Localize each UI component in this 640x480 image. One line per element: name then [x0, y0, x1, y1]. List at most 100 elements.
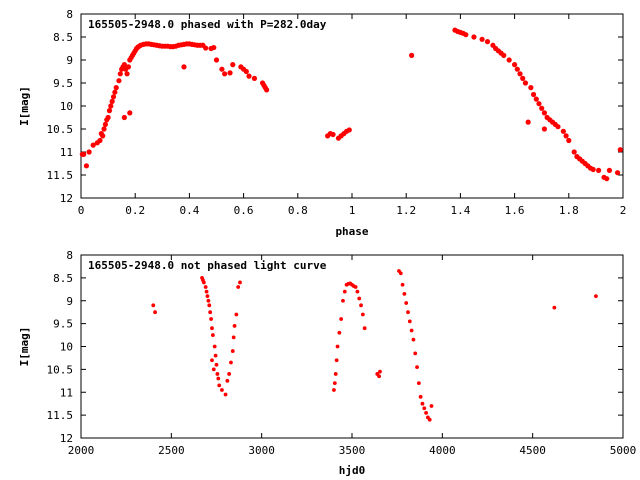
- y-tick-label: 9: [66, 54, 73, 67]
- x-tick-label: 1.4: [450, 204, 470, 217]
- data-point: [229, 360, 233, 365]
- data-point: [506, 57, 512, 63]
- data-point: [594, 294, 598, 299]
- x-tick-label: 3500: [339, 444, 366, 457]
- data-point: [520, 75, 526, 81]
- data-point: [213, 57, 220, 63]
- data-point: [112, 89, 118, 95]
- data-point: [617, 147, 623, 153]
- chart-title: 165505-2948.0 phased with P=282.0day: [88, 18, 327, 31]
- data-point: [203, 45, 209, 51]
- data-point: [181, 64, 187, 70]
- data-point: [211, 367, 216, 372]
- x-axis-label: hjd0: [339, 464, 366, 477]
- y-tick-label: 10: [60, 100, 73, 113]
- data-point: [219, 66, 225, 72]
- data-point: [227, 70, 233, 76]
- data-point: [355, 289, 360, 294]
- data-point: [479, 36, 485, 42]
- data-point: [429, 404, 434, 408]
- x-tick-label: 2: [620, 204, 627, 217]
- data-point: [217, 383, 222, 388]
- data-point: [420, 401, 425, 406]
- data-point: [205, 294, 210, 299]
- data-point: [484, 39, 491, 45]
- data-point: [377, 374, 381, 379]
- data-point: [83, 163, 90, 169]
- data-point: [614, 170, 621, 176]
- data-point: [151, 303, 156, 308]
- data-point: [533, 96, 539, 102]
- data-point: [101, 126, 107, 132]
- data-point: [402, 291, 407, 296]
- data-point: [222, 71, 228, 77]
- data-point: [360, 312, 365, 317]
- data-point: [332, 388, 336, 392]
- y-tick-label: 11.5: [47, 409, 74, 422]
- data-point: [204, 289, 209, 294]
- data-point: [264, 87, 270, 93]
- data-point: [539, 105, 545, 111]
- data-point: [100, 133, 106, 139]
- data-point: [334, 358, 339, 363]
- data-point: [555, 124, 561, 130]
- x-tick-label: 5000: [610, 444, 637, 457]
- data-point: [121, 62, 127, 68]
- x-tick-label: 0.8: [288, 204, 308, 217]
- data-point: [342, 289, 347, 294]
- y-tick-label: 9: [66, 295, 73, 308]
- data-point: [210, 358, 214, 363]
- data-point: [246, 73, 252, 79]
- data-point: [243, 68, 249, 75]
- x-tick-label: 4000: [429, 444, 456, 457]
- unphased-light-curve-panel: 2000 2500 3000 3500 4000 4500 5000 8 8.5 9 9.5 10 10…: [18, 249, 636, 477]
- data-point: [362, 326, 367, 331]
- data-point: [596, 167, 602, 173]
- data-point: [208, 310, 213, 315]
- phased-light-curve-panel: 0 0.2 0.4 0.6 0.8 1 1.2 1.4 1.6 1.8 2 8 8.5 9 9.5 10 10.…: [18, 8, 626, 238]
- data-point: [127, 110, 133, 116]
- data-point: [418, 394, 423, 399]
- data-point: [415, 365, 419, 369]
- data-point: [81, 151, 87, 157]
- data-point: [590, 166, 596, 173]
- data-point: [571, 149, 577, 155]
- data-point: [216, 376, 221, 381]
- data-point: [563, 133, 569, 139]
- data-point: [203, 285, 208, 289]
- data-point: [238, 280, 242, 285]
- data-point: [514, 66, 520, 72]
- data-point: [109, 98, 115, 104]
- data-point: [422, 406, 427, 411]
- data-point: [121, 114, 127, 121]
- x-tick-label: 0.2: [125, 204, 145, 217]
- data-point: [210, 333, 215, 337]
- data-point: [471, 34, 477, 40]
- data-point: [125, 64, 132, 70]
- x-tick-label: 1: [349, 204, 356, 217]
- data-point: [105, 114, 111, 121]
- y-tick-label: 10.5: [47, 123, 74, 136]
- data-point: [424, 410, 428, 415]
- data-point: [214, 362, 219, 367]
- data-point: [353, 285, 358, 289]
- data-point: [400, 282, 405, 287]
- data-point: [108, 103, 114, 109]
- data-point: [409, 328, 414, 333]
- x-axis-label: phase: [335, 225, 368, 238]
- data-point: [230, 349, 235, 353]
- data-point: [97, 137, 103, 144]
- data-point: [102, 121, 108, 127]
- data-point: [413, 351, 418, 356]
- y-tick-label: 8: [66, 8, 73, 21]
- data-point: [346, 127, 352, 133]
- x-tick-label: 0: [78, 204, 85, 217]
- chart-title: 165505-2948.0 not phased light curve: [88, 259, 327, 272]
- y-tick-label: 11: [60, 386, 73, 399]
- data-point: [525, 119, 531, 125]
- x-tick-label: 3000: [248, 444, 275, 457]
- data-point: [212, 344, 217, 349]
- data-point: [517, 71, 523, 77]
- data-point: [251, 75, 258, 81]
